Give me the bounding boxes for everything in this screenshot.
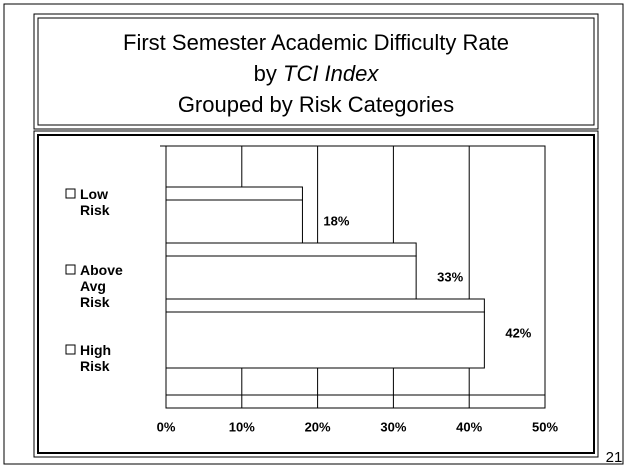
slide-border bbox=[3, 3, 624, 465]
chart-box-inner bbox=[37, 134, 595, 454]
title-index: TCI Index bbox=[283, 61, 379, 86]
data-label: 18% bbox=[323, 213, 349, 228]
x-tick-label: 20% bbox=[305, 419, 331, 434]
x-tick-label: 0% bbox=[157, 419, 176, 434]
category-label: High Risk bbox=[80, 342, 112, 374]
chart-title: First Semester Academic Difficulty Rate bbox=[123, 30, 509, 55]
bar-top bbox=[165, 186, 303, 201]
title-box-inner bbox=[37, 17, 595, 126]
bar-top bbox=[165, 298, 485, 313]
page-number: 21 bbox=[606, 449, 623, 466]
legend-box bbox=[65, 344, 76, 355]
chart-title-line2: by TCI Index bbox=[254, 61, 380, 86]
legend-box bbox=[65, 264, 76, 275]
data-label: 33% bbox=[437, 269, 463, 284]
category-label: Low Risk bbox=[80, 186, 110, 218]
chart-box-outer bbox=[33, 130, 599, 458]
category-label: Above Avg Risk bbox=[80, 262, 123, 310]
x-tick-label: 40% bbox=[456, 419, 482, 434]
title-box-outer bbox=[33, 13, 599, 130]
title-by: by bbox=[254, 61, 277, 86]
data-label: 42% bbox=[505, 325, 531, 340]
bar-top bbox=[165, 242, 417, 257]
x-tick-label: 30% bbox=[380, 419, 406, 434]
bar bbox=[165, 311, 485, 369]
chart-subtitle: Grouped by Risk Categories bbox=[178, 92, 454, 117]
x-tick-label: 50% bbox=[532, 419, 558, 434]
legend-box bbox=[65, 188, 76, 199]
x-tick-label: 10% bbox=[229, 419, 255, 434]
